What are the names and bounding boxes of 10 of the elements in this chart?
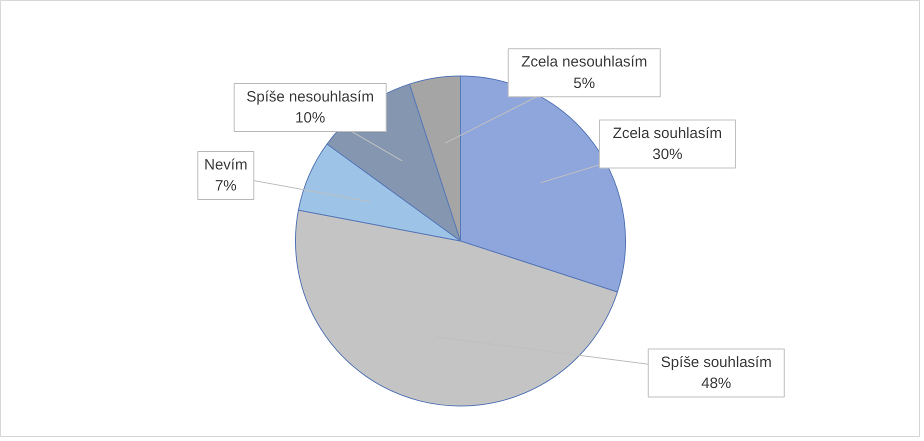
slice-label: Spíše souhlasím	[660, 354, 772, 371]
slice-label: Spíše nesouhlasím	[246, 88, 374, 106]
data-label: 7%	[214, 178, 237, 195]
data-label: 5%	[573, 74, 596, 92]
slice-label: Zcela souhlasím	[612, 124, 722, 142]
data-label: 10%	[295, 110, 326, 127]
data-label: 48%	[701, 375, 732, 392]
data-label: 30%	[652, 146, 682, 164]
slice-label: Nevím	[204, 156, 248, 174]
slice-label: Zcela nesouhlasím	[521, 54, 648, 71]
